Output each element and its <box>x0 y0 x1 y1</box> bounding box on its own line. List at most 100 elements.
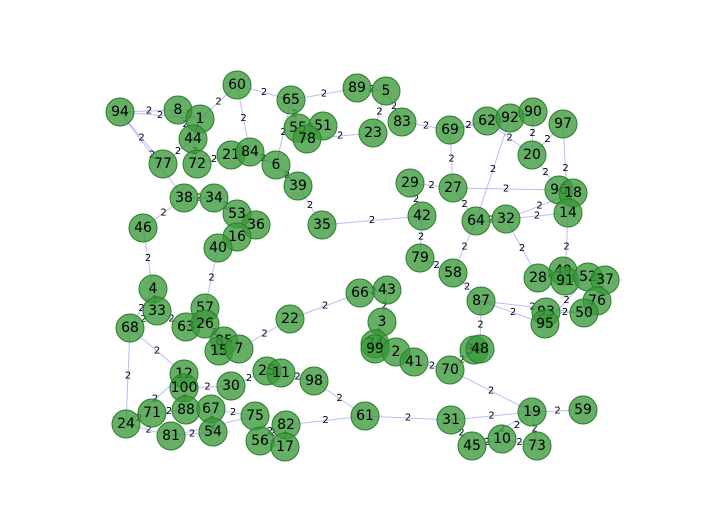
edge-label: 2 <box>125 371 131 382</box>
edge-label: 2 <box>448 154 454 165</box>
node-label: 42 <box>413 208 431 224</box>
node-label: 37 <box>596 272 614 288</box>
node-label: 67 <box>202 401 220 417</box>
node-circle <box>190 309 220 339</box>
node-label: 73 <box>528 438 546 454</box>
node-circle <box>292 124 322 154</box>
node-circle <box>491 204 521 234</box>
node-label: 48 <box>471 341 489 357</box>
node-42: 42 <box>407 201 437 231</box>
edge-label: 2 <box>294 372 300 383</box>
node-circle <box>461 206 491 236</box>
node-label: 38 <box>175 190 193 206</box>
edge-label: 2 <box>381 301 387 312</box>
node-26: 26 <box>190 309 220 339</box>
node-circle <box>299 366 329 396</box>
edge-35-42 <box>321 215 423 226</box>
node-83: 83 <box>387 107 417 137</box>
edge-label: 2 <box>534 211 540 222</box>
node-66: 66 <box>345 278 375 308</box>
node-label: 58 <box>444 265 462 281</box>
node-label: 95 <box>536 316 554 332</box>
edge-label: 2 <box>544 134 550 145</box>
node-label: 15 <box>210 343 228 359</box>
node-19: 19 <box>517 397 547 427</box>
node-circle <box>568 395 598 425</box>
node-29: 29 <box>395 168 425 198</box>
edge-label: 2 <box>516 437 522 448</box>
node-78: 78 <box>292 124 322 154</box>
node-label: 51 <box>314 118 332 134</box>
edge-label: 2 <box>230 407 236 418</box>
node-94: 94 <box>105 97 135 127</box>
node-label: 62 <box>478 113 496 129</box>
node-72: 72 <box>182 149 212 179</box>
node-circle <box>517 397 547 427</box>
node-label: 26 <box>196 316 214 332</box>
edge-label: 2 <box>514 420 520 431</box>
edge-label: 2 <box>138 303 144 314</box>
node-circle <box>407 201 437 231</box>
edge-label: 2 <box>322 301 328 312</box>
edge-label: 2 <box>542 167 548 178</box>
node-71: 71 <box>137 398 167 428</box>
node-48: 48 <box>465 334 495 364</box>
node-circle <box>203 233 233 263</box>
node-circle <box>142 296 172 326</box>
node-label: 31 <box>442 412 460 428</box>
node-label: 3 <box>378 314 387 330</box>
edge-label: 2 <box>284 170 290 181</box>
edge-label: 2 <box>536 201 542 212</box>
node-22: 22 <box>275 304 305 334</box>
node-circle <box>435 115 465 145</box>
node-95: 95 <box>530 309 560 339</box>
node-label: 84 <box>241 144 259 160</box>
edge-label: 2 <box>503 184 509 195</box>
edge-label: 2 <box>459 355 465 366</box>
node-70: 70 <box>435 355 465 385</box>
node-circle <box>399 347 429 377</box>
node-88: 88 <box>171 395 201 425</box>
node-label: 2 <box>392 344 401 360</box>
node-81: 81 <box>156 421 186 451</box>
edge-label: 2 <box>519 243 525 254</box>
node-label: 79 <box>411 250 429 266</box>
edge-label: 2 <box>531 424 537 435</box>
node-label: 70 <box>441 362 459 378</box>
edge-label: 2 <box>336 393 342 404</box>
node-label: 89 <box>348 80 366 96</box>
node-label: 11 <box>272 365 290 381</box>
node-label: 83 <box>393 114 411 130</box>
node-label: 10 <box>493 431 511 447</box>
node-label: 50 <box>575 305 593 321</box>
edge-label: 2 <box>215 97 221 108</box>
node-label: 32 <box>497 211 515 227</box>
edge-label: 2 <box>261 329 267 340</box>
node-circle <box>438 173 468 203</box>
node-label: 98 <box>305 373 323 389</box>
node-label: 61 <box>356 408 374 424</box>
node-77: 77 <box>148 149 178 179</box>
node-84: 84 <box>235 137 265 167</box>
node-30: 30 <box>216 371 246 401</box>
node-label: 87 <box>472 293 490 309</box>
node-10: 10 <box>487 424 517 454</box>
node-circle <box>105 97 135 127</box>
edge-label: 2 <box>484 437 490 448</box>
edge-label: 2 <box>337 131 343 142</box>
edge-label: 2 <box>418 232 424 243</box>
node-82: 82 <box>271 410 301 440</box>
edge-label: 2 <box>196 193 202 204</box>
edge-label: 2 <box>204 382 210 393</box>
edge-label: 2 <box>429 361 435 372</box>
node-label: 28 <box>529 270 547 286</box>
node-label: 46 <box>134 220 152 236</box>
node-circle <box>169 183 199 213</box>
node-label: 71 <box>143 405 161 421</box>
node-31: 31 <box>436 405 466 435</box>
node-89: 89 <box>342 73 372 103</box>
node-45: 45 <box>457 431 487 461</box>
node-label: 65 <box>282 92 300 108</box>
edge-label: 2 <box>376 107 382 118</box>
